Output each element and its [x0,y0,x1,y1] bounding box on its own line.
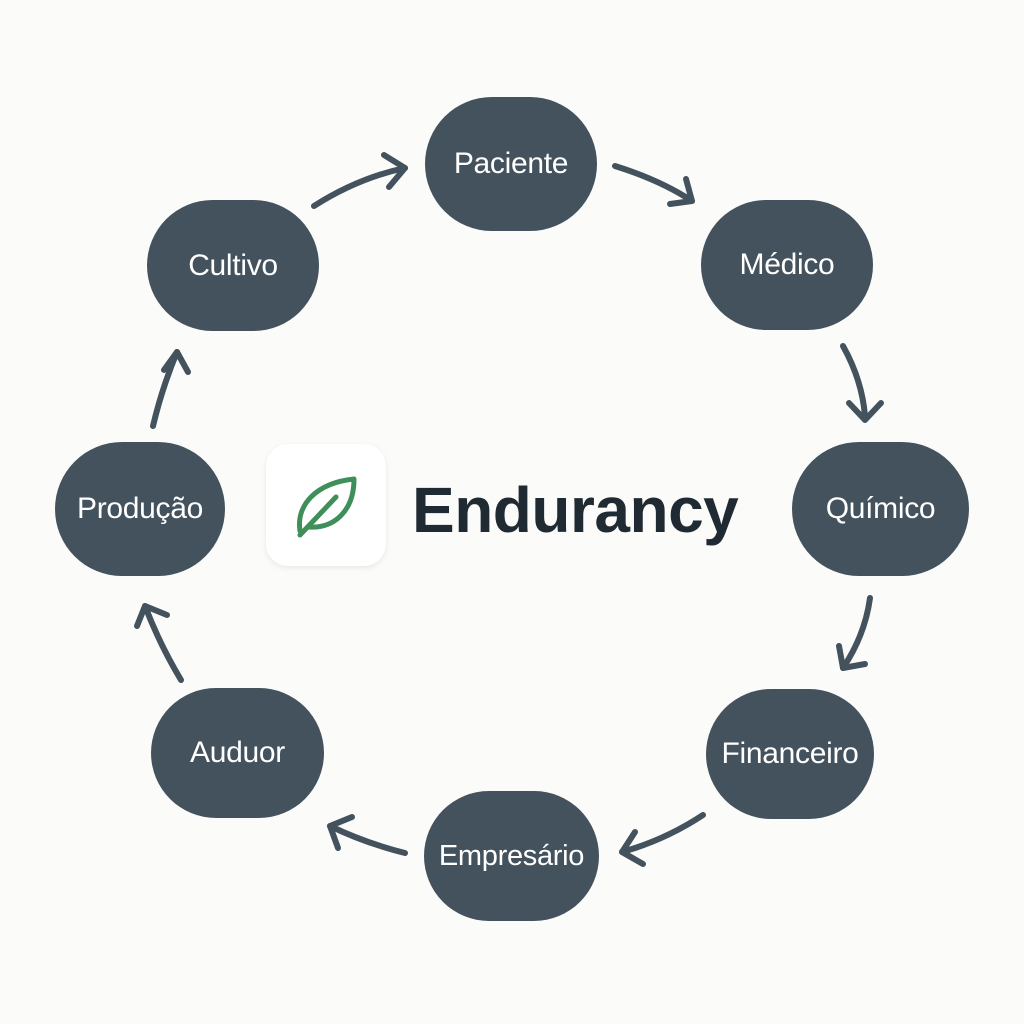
node-financeiro: Financeiro [706,689,874,819]
node-producao: Produção [55,442,225,576]
node-cultivo: Cultivo [147,200,319,331]
node-label: Auduor [190,736,285,769]
node-paciente: Paciente [425,97,597,231]
arrow-empresario-to-auduor-head [327,814,355,851]
arrow-quimico-to-financeiro-head [836,643,868,671]
node-quimico: Químico [792,442,969,576]
arrow-quimico-to-financeiro [840,595,873,671]
logo-tile [266,444,386,566]
arrow-paciente-to-medico-head [667,176,695,207]
node-label: Paciente [453,147,569,180]
arrow-auduor-to-producao [142,603,184,683]
node-label: Produção [76,492,204,525]
arrow-medico-to-quimico [840,343,868,419]
node-auduor: Auduor [151,688,324,818]
arrow-medico-to-quimico-head [846,400,884,423]
arrow-producao-to-cultivo [150,349,180,429]
arrow-paciente-to-medico [612,163,695,204]
node-empresario: Empresário [424,791,599,921]
arrow-financeiro-to-empresario-head [619,829,646,867]
node-label: Químico [825,492,936,525]
node-label: Cultivo [188,248,278,282]
node-label: Médico [739,248,835,281]
arrow-financeiro-to-empresario [619,812,706,855]
arrow-producao-to-cultivo-head [161,349,191,375]
node-medico: Médico [701,200,873,330]
node-label: Empresário [438,839,585,872]
brand-name: Endurancy [412,474,739,546]
leaf-icon [297,476,357,538]
arrow-auduor-to-producao-head [134,603,170,629]
arrow-cultivo-to-paciente [311,165,408,209]
arrow-cultivo-to-paciente-head [381,152,408,190]
arrow-empresario-to-auduor [327,823,408,856]
node-label: Financeiro [721,737,859,770]
